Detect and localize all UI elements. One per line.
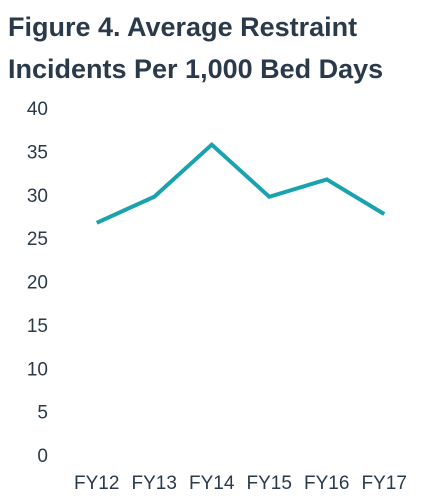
y-tick-label: 25 <box>27 229 48 250</box>
y-tick-label: 5 <box>37 403 48 424</box>
y-tick-label: 15 <box>27 316 48 337</box>
x-tick-label: FY13 <box>132 473 177 494</box>
x-tick-label: FY12 <box>74 473 119 494</box>
y-tick-label: 40 <box>27 99 48 120</box>
chart-title: Figure 4. Average Restraint Incidents Pe… <box>8 12 384 84</box>
x-tick-label: FY15 <box>247 473 292 494</box>
y-tick-label: 30 <box>27 186 48 207</box>
x-tick-label: FY17 <box>362 473 407 494</box>
y-tick-label: 10 <box>27 359 48 380</box>
y-tick-label: 20 <box>27 273 48 294</box>
y-tick-label: 35 <box>27 142 48 163</box>
x-tick-label: FY14 <box>189 473 235 494</box>
data-line <box>95 142 386 225</box>
y-tick-label: 0 <box>37 446 48 467</box>
x-tick-label: FY16 <box>304 473 349 494</box>
